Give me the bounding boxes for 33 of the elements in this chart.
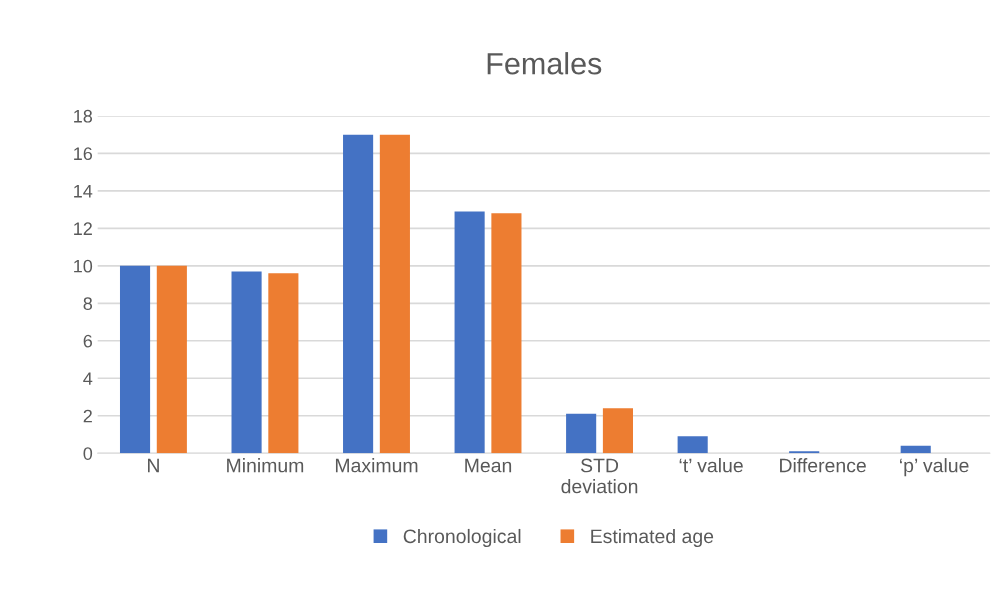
bar [343, 134, 374, 454]
bar [119, 265, 151, 454]
bar [491, 213, 522, 454]
legend-label: Chronological [403, 528, 521, 548]
x-tick-label: ‘t’ value [679, 458, 743, 473]
bar [379, 134, 410, 454]
x-tick-label: Minimum [227, 458, 304, 473]
bar [900, 445, 931, 454]
y-tick-label: 14 [74, 184, 93, 198]
chart-title: Females [487, 52, 602, 75]
x-tick-label: ‘p’ value [900, 458, 969, 477]
bar [677, 436, 708, 454]
x-tick-label: N [148, 458, 159, 473]
y-tick-label: 0 [83, 447, 93, 460]
y-tick-label: 10 [74, 259, 93, 273]
y-tick-label: 8 [83, 297, 93, 311]
bar [566, 413, 597, 454]
y-tick-label: 2 [83, 409, 92, 423]
y-tick-label: 12 [74, 222, 92, 235]
bar [268, 273, 299, 454]
bar [231, 271, 262, 454]
x-tick-label: Mean [465, 458, 512, 473]
y-tick-label: 4 [83, 372, 93, 385]
bar [602, 408, 633, 454]
x-tick-label: Maximum [335, 458, 418, 473]
y-tick-label: 18 [74, 109, 93, 123]
y-tick-label: 6 [83, 334, 93, 348]
x-tick-label: Difference [780, 458, 866, 473]
bar [454, 211, 485, 454]
y-tick-label: 16 [74, 147, 93, 161]
legend-label: Estimated age [591, 528, 714, 548]
bar [156, 265, 187, 454]
x-tick-label: STD deviation [561, 458, 638, 494]
